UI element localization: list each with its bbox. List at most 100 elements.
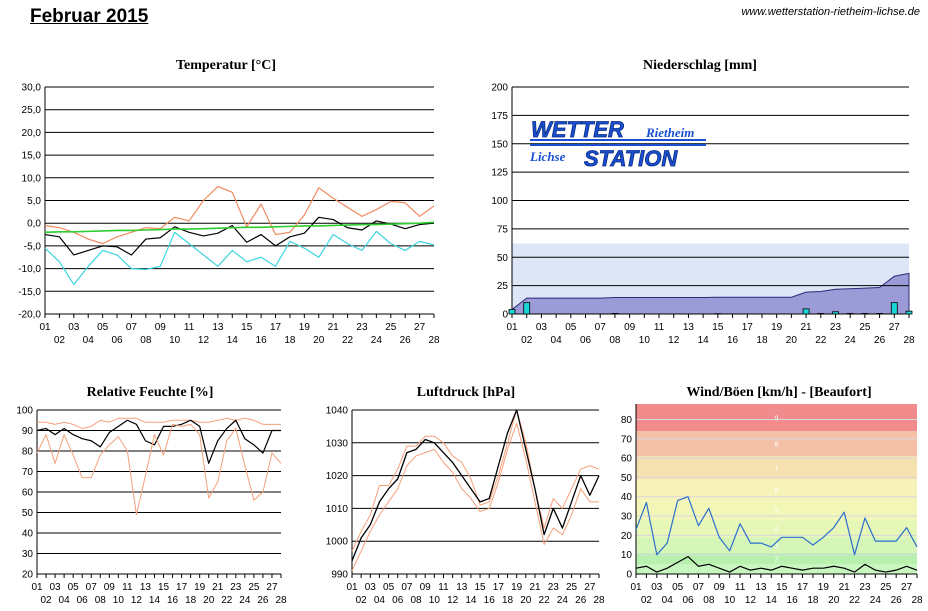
x-tick-label: 28	[903, 335, 915, 346]
x-tick-label: 12	[198, 335, 210, 346]
x-tick-label: 14	[149, 595, 161, 606]
x-tick-label: 12	[668, 335, 680, 346]
x-tick-label: 06	[580, 335, 592, 346]
y-tick-label: 1010	[326, 504, 349, 515]
x-tick-label: 18	[284, 335, 296, 346]
x-tick-label: 18	[756, 335, 768, 346]
daily-bar	[802, 308, 810, 315]
x-tick-label: 16	[787, 595, 799, 606]
x-tick-label: 25	[566, 582, 578, 593]
y-tick-label: 25,0	[22, 105, 42, 116]
y-tick-label: 990	[331, 570, 348, 581]
x-tick-label: 09	[155, 322, 167, 333]
x-tick-label: 03	[50, 582, 62, 593]
x-tick-label: 25	[859, 322, 871, 333]
x-tick-label: 22	[342, 335, 354, 346]
x-tick-label: 15	[475, 582, 487, 593]
x-tick-label: 23	[859, 582, 871, 593]
x-tick-label: 01	[346, 582, 358, 593]
x-tick-label: 24	[557, 595, 569, 606]
beaufort-band	[636, 552, 917, 565]
x-tick-label: 27	[266, 582, 278, 593]
x-tick-label: 09	[104, 582, 116, 593]
cumulative-area	[511, 272, 910, 315]
daily-bar	[905, 310, 913, 315]
x-tick-label: 11	[438, 582, 449, 593]
x-tick-label: 20	[203, 595, 215, 606]
x-tick-label: 20	[520, 595, 532, 606]
precip-chart-title: Niederschlag [mm]	[643, 58, 757, 73]
y-tick-label: 80	[22, 447, 34, 458]
series-lower-line	[36, 423, 282, 516]
x-tick-label: 25	[385, 322, 397, 333]
x-tick-label: 22	[539, 595, 551, 606]
x-tick-label: 07	[693, 582, 705, 593]
beaufort-label: 7	[775, 466, 779, 473]
y-tick-label: 1030	[326, 438, 349, 449]
x-tick-label: 08	[703, 595, 715, 606]
x-tick-label: 27	[414, 322, 426, 333]
y-tick-label: 175	[491, 111, 508, 122]
x-tick-label: 10	[639, 335, 651, 346]
x-tick-label: 08	[95, 595, 107, 606]
beaufort-label: 2	[775, 557, 779, 564]
series-lower-line	[351, 422, 599, 571]
x-tick-label: 17	[797, 582, 809, 593]
y-tick-label: 60	[22, 488, 34, 499]
daily-bar	[611, 313, 619, 315]
daily-bar	[861, 313, 869, 315]
daily-bar	[832, 311, 839, 315]
y-tick-label: 150	[491, 139, 508, 150]
daily-bar	[523, 302, 531, 315]
x-tick-label: 07	[126, 322, 138, 333]
y-tick-label: 30	[22, 549, 34, 560]
x-tick-label: 23	[548, 582, 560, 593]
y-tick-label: 200	[491, 83, 508, 94]
site-url[interactable]: www.wetterstation-rietheim-lichse.de	[741, 6, 920, 18]
beaufort-label: 8	[775, 442, 779, 449]
x-tick-label: 26	[575, 595, 587, 606]
x-tick-label: 28	[911, 595, 923, 606]
beaufort-label: 6	[775, 488, 779, 495]
logo-word-station: STATION	[584, 146, 678, 171]
y-tick-label: 125	[491, 168, 508, 179]
y-tick-label: 10	[621, 550, 633, 561]
x-tick-label: 25	[880, 582, 892, 593]
x-tick-label: 21	[801, 322, 813, 333]
daily-bar	[846, 313, 854, 315]
y-tick-label: 60	[621, 454, 633, 465]
y-tick-label: -10,0	[18, 264, 41, 275]
x-tick-label: 03	[68, 322, 80, 333]
x-tick-label: 20	[786, 335, 798, 346]
x-tick-label: 19	[818, 582, 830, 593]
x-tick-label: 16	[256, 335, 268, 346]
x-tick-label: 14	[465, 595, 477, 606]
x-tick-label: 26	[400, 335, 412, 346]
x-tick-label: 10	[724, 595, 736, 606]
series-avgwind-line	[635, 556, 918, 573]
press-chart-title: Luftdruck [hPa]	[417, 385, 515, 400]
x-tick-label: 09	[624, 322, 636, 333]
beaufort-label: 3	[775, 543, 779, 550]
y-tick-label: 5,0	[27, 196, 41, 207]
y-tick-label: 0	[626, 570, 632, 581]
x-tick-label: 11	[122, 582, 133, 593]
x-tick-label: 02	[356, 595, 368, 606]
y-tick-label: 90	[22, 426, 34, 437]
x-tick-label: 22	[221, 595, 233, 606]
daily-bar	[508, 309, 516, 315]
y-tick-label: 40	[22, 529, 34, 540]
x-tick-label: 27	[889, 322, 901, 333]
y-tick-label: 50	[22, 508, 34, 519]
x-tick-label: 15	[158, 582, 170, 593]
x-tick-label: 13	[212, 322, 224, 333]
x-tick-label: 03	[365, 582, 377, 593]
beaufort-band	[636, 564, 917, 574]
x-tick-label: 11	[735, 582, 746, 593]
series-upper-line	[351, 409, 600, 552]
humid-chart-title: Relative Feuchte [%]	[87, 385, 214, 400]
y-tick-label: 75	[497, 224, 509, 235]
x-tick-label: 12	[447, 595, 459, 606]
wind-chart: 2345678901020304050607080010203040506070…	[621, 404, 923, 606]
x-tick-label: 13	[456, 582, 468, 593]
